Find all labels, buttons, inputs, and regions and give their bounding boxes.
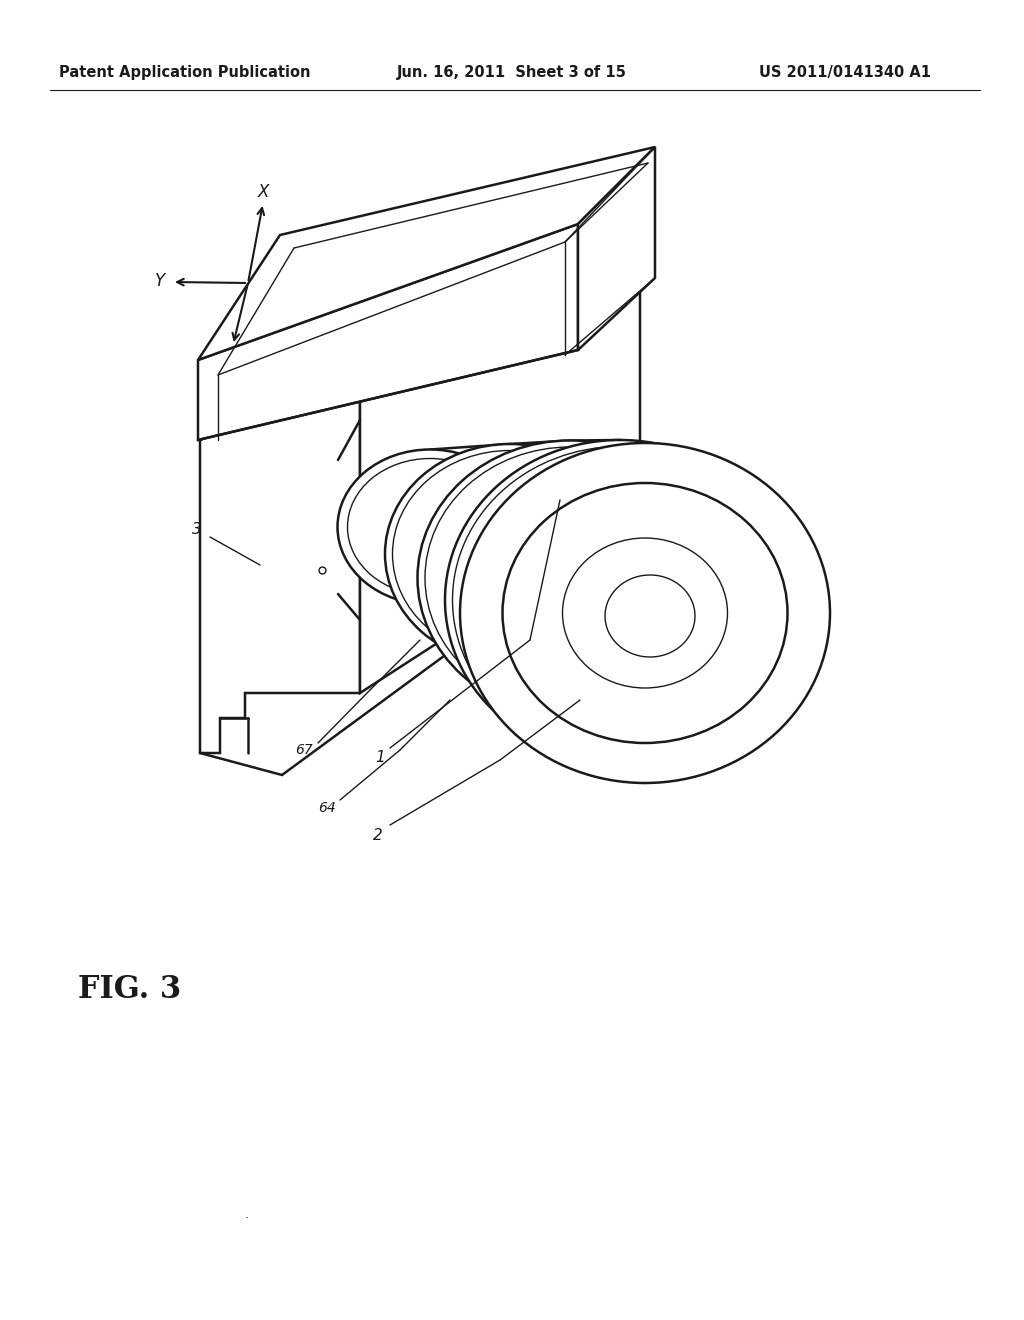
Text: 1: 1 (375, 751, 385, 766)
Text: Patent Application Publication: Patent Application Publication (59, 65, 310, 79)
Text: 67: 67 (295, 743, 313, 756)
Polygon shape (430, 444, 510, 664)
Polygon shape (510, 441, 570, 715)
Polygon shape (200, 374, 360, 752)
Text: Jun. 16, 2011  Sheet 3 of 15: Jun. 16, 2011 Sheet 3 of 15 (397, 65, 627, 79)
Polygon shape (200, 222, 640, 440)
Ellipse shape (562, 539, 727, 688)
Polygon shape (198, 224, 578, 440)
Ellipse shape (453, 446, 787, 754)
Text: US 2011/0141340 A1: US 2011/0141340 A1 (759, 65, 931, 79)
Polygon shape (198, 147, 655, 360)
Ellipse shape (445, 440, 795, 760)
Ellipse shape (605, 576, 695, 657)
Polygon shape (360, 222, 640, 693)
Ellipse shape (425, 447, 715, 709)
Ellipse shape (503, 483, 787, 743)
Ellipse shape (418, 441, 723, 715)
Ellipse shape (392, 450, 628, 657)
Text: 64: 64 (318, 801, 336, 814)
Polygon shape (620, 440, 645, 783)
Text: .: . (245, 1209, 249, 1221)
Ellipse shape (338, 450, 522, 605)
Polygon shape (578, 147, 655, 350)
Text: Y: Y (155, 272, 165, 290)
Text: Z: Z (223, 348, 234, 367)
Polygon shape (570, 440, 620, 760)
Text: 2: 2 (373, 828, 383, 842)
Ellipse shape (385, 444, 635, 664)
Text: FIG. 3: FIG. 3 (79, 974, 181, 1006)
Ellipse shape (460, 444, 830, 783)
Text: X: X (257, 183, 268, 201)
Ellipse shape (347, 458, 512, 595)
Text: 3: 3 (193, 523, 202, 537)
